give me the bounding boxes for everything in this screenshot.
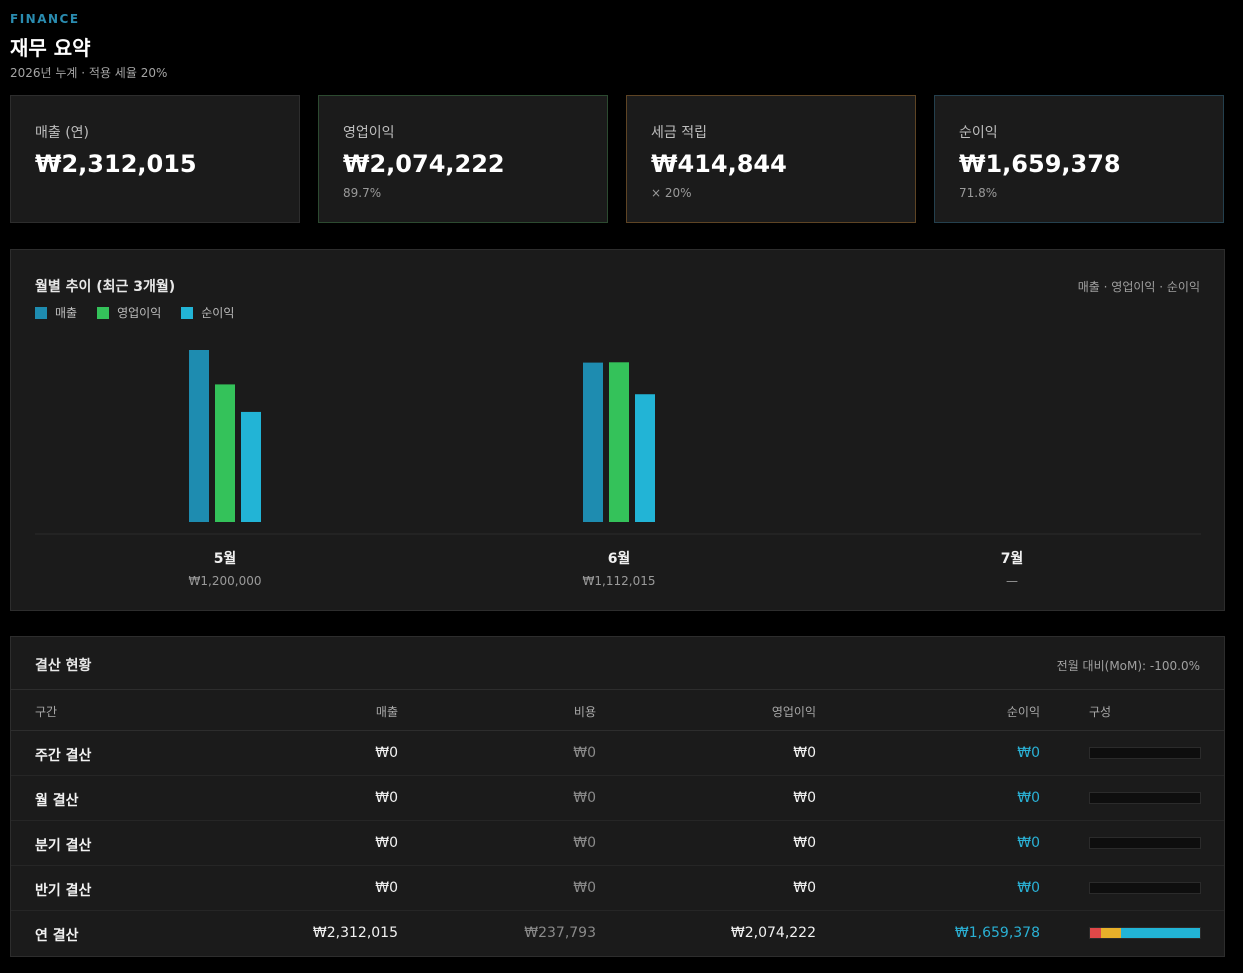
card-tax-reserve: 세금 적립 ₩414,844 × 20%	[626, 95, 916, 223]
legend-item-net: 순이익	[181, 304, 234, 321]
th-cost: 비용	[573, 705, 596, 719]
composition-bar	[1089, 792, 1201, 804]
bar-revenue	[583, 362, 603, 522]
month-group-may: 5월 ₩1,200,000	[155, 548, 295, 588]
th-net: 순이익	[1006, 705, 1040, 719]
cost-cell: ₩237,793	[524, 925, 596, 941]
table-row: 월 결산 ₩0 ₩0 ₩0 ₩0	[11, 776, 1224, 821]
operating-cell: ₩0	[793, 745, 816, 761]
composition-bar	[1089, 882, 1201, 894]
card-net-income: 순이익 ₩1,659,378 71.8%	[934, 95, 1224, 223]
bar-revenue	[189, 350, 209, 522]
settlement-panel: 결산 현황 전월 대비(MoM): -100.0% 구간 매출 비용 영업이익 …	[10, 636, 1225, 957]
segment-tax	[1101, 928, 1122, 938]
table-title: 결산 현황	[35, 658, 92, 674]
chart-title: 월별 추이 (최근 3개월)	[35, 279, 176, 295]
legend-swatch	[35, 306, 47, 319]
net-cell: ₩0	[1017, 880, 1040, 896]
legend-item-revenue: 매출	[35, 304, 77, 321]
legend-label: 영업이익	[117, 306, 162, 320]
card-sub: 71.8%	[959, 186, 998, 200]
monthly-trend-panel: 월별 추이 (최근 3개월) 매출 · 영업이익 · 순이익 매출 영업이익 순…	[10, 249, 1225, 611]
table-row: 분기 결산 ₩0 ₩0 ₩0 ₩0	[11, 821, 1224, 866]
period-name: 주간 결산	[35, 748, 92, 764]
cost-cell: ₩0	[573, 790, 596, 806]
segment-net	[1121, 928, 1200, 938]
bar-net	[241, 411, 261, 522]
card-value: ₩2,312,015	[35, 150, 197, 178]
cost-cell: ₩0	[573, 745, 596, 761]
revenue-cell: ₩0	[375, 835, 398, 851]
cost-cell: ₩0	[573, 880, 596, 896]
card-value: ₩2,074,222	[343, 150, 505, 178]
legend-label: 매출	[55, 306, 78, 320]
operating-cell: ₩0	[793, 835, 816, 851]
bar-operating	[609, 362, 629, 522]
month-group-june: 6월 ₩1,112,015	[549, 548, 689, 588]
period-name: 반기 결산	[35, 883, 92, 899]
legend-item-operating: 영업이익	[97, 304, 161, 321]
chart-series-note: 매출 · 영업이익 · 순이익	[1077, 280, 1200, 294]
revenue-cell: ₩0	[375, 880, 398, 896]
month-value: ₩1,112,015	[582, 574, 656, 588]
month-group-july: 7월 —	[942, 548, 1082, 588]
net-cell: ₩1,659,378	[954, 925, 1040, 941]
card-label: 매출 (연)	[35, 125, 90, 141]
bar-chart	[35, 350, 1201, 535]
card-label: 세금 적립	[651, 125, 707, 141]
th-period: 구간	[35, 705, 58, 719]
legend-swatch	[97, 306, 110, 319]
table-row: 연 결산 ₩2,312,015 ₩237,793 ₩2,074,222 ₩1,6…	[11, 911, 1224, 956]
card-operating-profit: 영업이익 ₩2,074,222 89.7%	[318, 95, 608, 223]
revenue-cell: ₩0	[375, 745, 398, 761]
page-subtitle: 2026년 누계 · 적용 세율 20%	[10, 66, 168, 80]
mom-note: 전월 대비(MoM): -100.0%	[1056, 659, 1200, 673]
page-title: 재무 요약	[10, 36, 91, 60]
period-name: 연 결산	[35, 928, 79, 944]
legend-label: 순이익	[201, 306, 235, 320]
cost-cell: ₩0	[573, 835, 596, 851]
composition-bar	[1089, 927, 1201, 939]
card-label: 영업이익	[343, 125, 395, 141]
segment-cost	[1090, 928, 1102, 938]
net-cell: ₩0	[1017, 745, 1040, 761]
month-label: 7월	[1000, 551, 1024, 567]
legend-swatch	[181, 306, 194, 319]
operating-cell: ₩0	[793, 790, 816, 806]
revenue-cell: ₩0	[375, 790, 398, 806]
card-revenue: 매출 (연) ₩2,312,015	[10, 95, 300, 223]
chart-legend: 매출 영업이익 순이익	[35, 304, 234, 321]
card-value: ₩414,844	[651, 150, 787, 178]
period-name: 월 결산	[35, 793, 79, 809]
operating-cell: ₩0	[793, 880, 816, 896]
card-value: ₩1,659,378	[959, 150, 1121, 178]
revenue-cell: ₩2,312,015	[312, 925, 398, 941]
month-label: 5월	[213, 551, 237, 567]
net-cell: ₩0	[1017, 790, 1040, 806]
card-label: 순이익	[959, 125, 998, 141]
month-label: 6월	[607, 551, 631, 567]
bar-operating	[215, 384, 235, 522]
operating-cell: ₩2,074,222	[730, 925, 816, 941]
bar-net	[635, 394, 655, 522]
month-value: —	[1006, 574, 1018, 588]
period-name: 분기 결산	[35, 838, 92, 854]
net-cell: ₩0	[1017, 835, 1040, 851]
th-revenue: 매출	[375, 705, 398, 719]
table-row: 주간 결산 ₩0 ₩0 ₩0 ₩0	[11, 731, 1224, 776]
card-sub: 89.7%	[343, 186, 382, 200]
th-composition: 구성	[1089, 705, 1112, 719]
table-header: 구간 매출 비용 영업이익 순이익 구성	[11, 689, 1224, 731]
table-row: 반기 결산 ₩0 ₩0 ₩0 ₩0	[11, 866, 1224, 911]
month-value: ₩1,200,000	[188, 574, 262, 588]
composition-bar	[1089, 837, 1201, 849]
section-kicker: FINANCE	[10, 12, 80, 26]
composition-bar	[1089, 747, 1201, 759]
card-sub: × 20%	[651, 186, 692, 200]
th-operating: 영업이익	[771, 705, 816, 719]
